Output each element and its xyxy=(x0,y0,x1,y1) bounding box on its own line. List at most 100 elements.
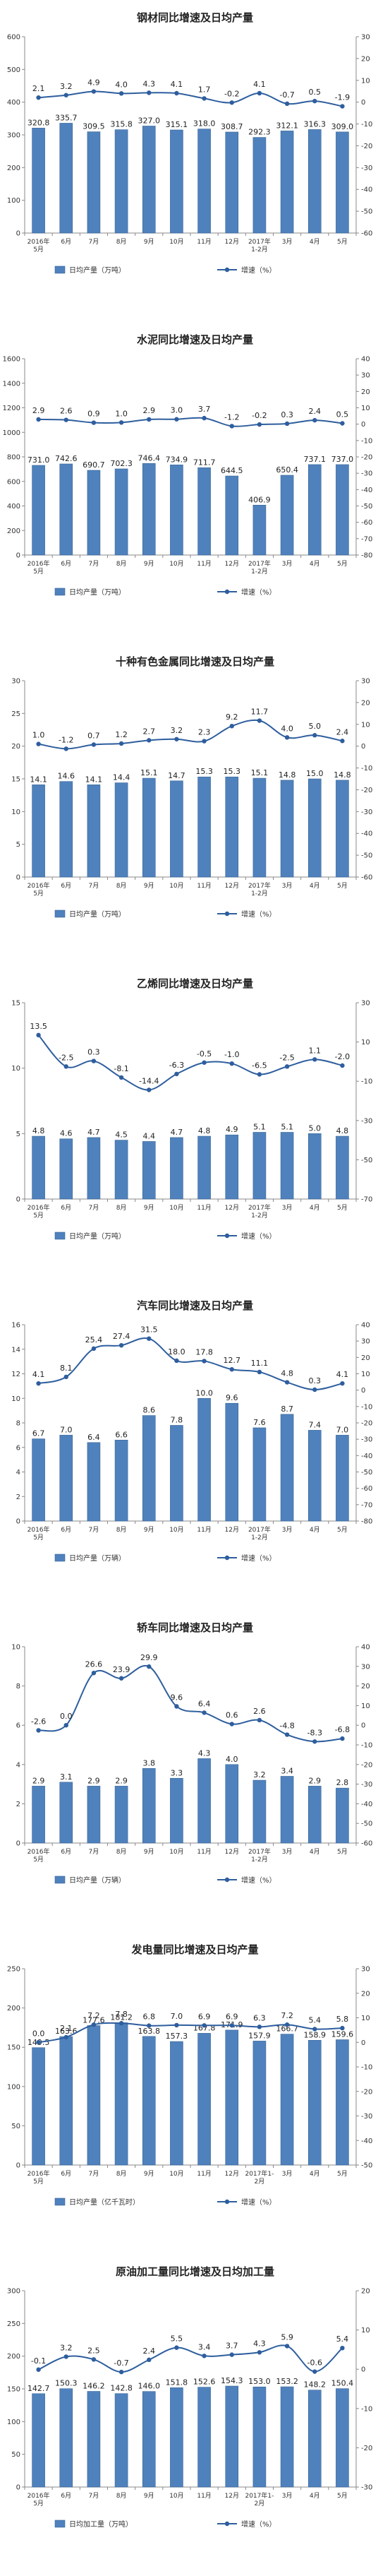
bar xyxy=(59,123,73,234)
left-tick-label: 100 xyxy=(7,197,20,205)
bar xyxy=(142,1768,156,1844)
bar xyxy=(142,2036,156,2166)
chart-title: 发电量同比增速及日均产量 xyxy=(130,1943,258,1956)
bar xyxy=(114,782,128,878)
line-point xyxy=(257,1717,262,1723)
bar-value-label: 327.0 xyxy=(138,116,161,125)
legend-line-marker xyxy=(224,1555,230,1561)
line-point xyxy=(229,100,234,105)
line-point xyxy=(340,1381,345,1386)
x-category-label: 6月 xyxy=(61,2492,71,2500)
chart-title: 十种有色金属同比增速及日均产量 xyxy=(116,655,274,668)
line-value-label: 2.6 xyxy=(253,1707,266,1716)
line-point xyxy=(36,2367,41,2372)
bar xyxy=(87,2025,101,2166)
x-category-label: 7月 xyxy=(89,2170,99,2178)
growth-line xyxy=(38,1664,343,1743)
line-point xyxy=(202,2354,207,2359)
line-point xyxy=(340,2025,345,2031)
line-point xyxy=(229,1061,234,1066)
x-category-label: 3月 xyxy=(282,2170,293,2178)
bar xyxy=(197,2387,211,2488)
bar-value-label: 315.8 xyxy=(110,120,133,129)
line-point xyxy=(284,1732,290,1737)
line-point xyxy=(257,718,262,723)
bar-value-label: 14.8 xyxy=(334,770,351,780)
right-tick-label: 0 xyxy=(361,421,365,429)
bar xyxy=(225,1402,239,1522)
bar-value-label: 142.8 xyxy=(110,2384,133,2393)
line-point xyxy=(340,421,345,426)
line-value-label: 7.2 xyxy=(281,2011,293,2020)
line-point xyxy=(118,1342,124,1348)
x-category-label: 9月 xyxy=(144,1848,154,1856)
right-tick-label: -50 xyxy=(361,2162,372,2170)
bar xyxy=(59,781,73,878)
line-value-label: 3.7 xyxy=(226,2342,238,2351)
right-tick-label: -30 xyxy=(361,2484,372,2492)
bar xyxy=(142,1415,156,1522)
x-category-label: 11月 xyxy=(197,1204,211,1212)
bar xyxy=(87,470,101,556)
left-tick-label: 20 xyxy=(11,743,20,751)
line-point xyxy=(63,1374,68,1380)
left-tick-label: 10 xyxy=(11,1065,20,1073)
left-tick-label: 25 xyxy=(11,710,20,718)
x-category-label: 6月 xyxy=(61,1204,71,1212)
right-tick-label: -30 xyxy=(361,165,372,172)
line-value-label: 7.0 xyxy=(171,2012,183,2021)
bar-value-label: 4.0 xyxy=(226,1755,238,1764)
line-point xyxy=(202,96,207,101)
bar-value-label: 9.6 xyxy=(226,1393,238,1402)
legend-line-marker xyxy=(224,1233,230,1239)
x-category-label: 9月 xyxy=(144,238,154,246)
right-tick-label: -20 xyxy=(361,454,372,462)
right-tick-label: 10 xyxy=(361,2327,370,2334)
line-value-label: -4.8 xyxy=(279,1722,294,1731)
left-tick-label: 0 xyxy=(16,230,20,238)
line-point xyxy=(174,2345,179,2350)
line-point xyxy=(147,2023,152,2028)
chart-svg: 十种有色金属同比增速及日均产量 0 5 10 15 20 25 30 -60 -50 -40 -30 -… xyxy=(11,655,372,919)
left-tick-label: 1200 xyxy=(3,405,20,412)
left-tick-label: 0 xyxy=(16,2162,20,2170)
line-value-label: 4.1 xyxy=(336,1370,349,1379)
bar-value-label: 157.9 xyxy=(248,2031,271,2040)
bar xyxy=(170,2041,183,2166)
line-point xyxy=(284,421,290,427)
x-category-label: 5月 xyxy=(33,2178,44,2186)
left-tick-label: 0 xyxy=(16,1196,20,1204)
x-category-label: 8月 xyxy=(116,1848,127,1856)
line-value-label: 0.3 xyxy=(281,410,293,419)
line-point xyxy=(202,1359,207,1364)
x-category-label: 12月 xyxy=(225,238,239,246)
x-category-label: 4月 xyxy=(310,238,320,246)
left-tick-label: 500 xyxy=(7,66,20,74)
x-category-label: 5月 xyxy=(33,568,44,576)
x-category-label: 5月 xyxy=(337,1204,348,1212)
right-tick-label: -70 xyxy=(361,1196,372,1204)
x-category-label: 1-2月 xyxy=(251,890,268,898)
line-value-label: 7.8 xyxy=(115,2010,128,2019)
bar xyxy=(197,2033,211,2166)
bar-value-label: 4.8 xyxy=(336,1126,349,1135)
line-value-label: 12.7 xyxy=(224,1356,241,1365)
right-tick-label: -20 xyxy=(361,1420,372,1428)
line-value-label: 4.1 xyxy=(32,1370,45,1379)
chart-panel: 十种有色金属同比增速及日均产量 0 5 10 15 20 25 30 -60 -50 -40 -30 -… xyxy=(0,644,390,966)
right-tick-label: 10 xyxy=(361,1039,370,1046)
line-value-label: -1.0 xyxy=(224,1050,239,1059)
bar xyxy=(87,2391,101,2488)
x-category-label: 10月 xyxy=(169,2170,183,2178)
right-tick-label: -50 xyxy=(361,1469,372,1477)
line-point xyxy=(91,742,97,747)
bar-value-label: 163.8 xyxy=(138,2027,161,2036)
bar-value-label: 146.2 xyxy=(83,2382,105,2391)
line-value-label: 9.2 xyxy=(226,712,238,722)
right-tick-label: -20 xyxy=(361,2088,372,2096)
bar xyxy=(280,780,294,878)
line-point xyxy=(36,417,41,422)
legend-bar-label: 日均产量（亿千瓦时） xyxy=(69,2198,140,2207)
bar xyxy=(197,129,211,234)
x-category-label: 5月 xyxy=(33,1856,44,1864)
